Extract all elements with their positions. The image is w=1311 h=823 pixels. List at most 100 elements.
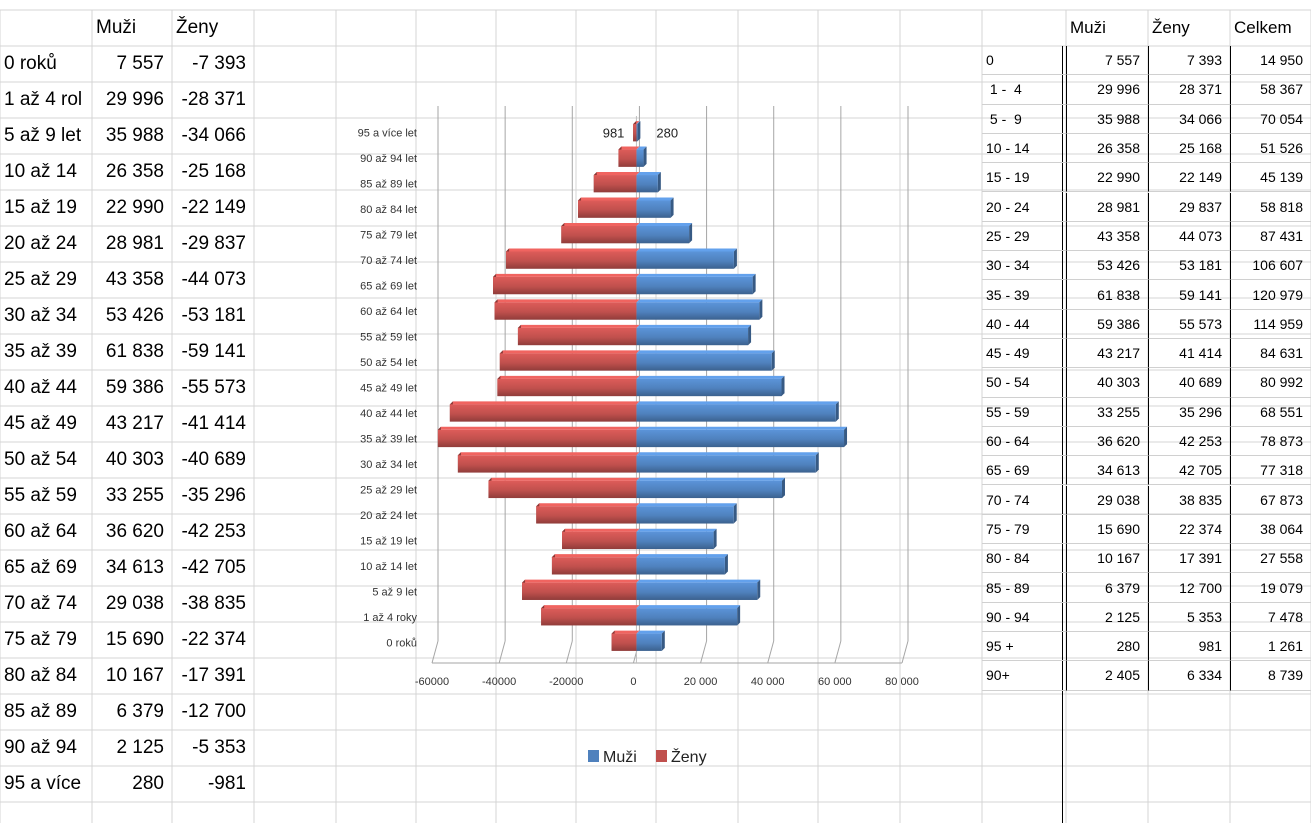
left-table-cell[interactable]: 34 613 bbox=[105, 557, 164, 578]
left-table-cell[interactable]: 70 až 74 bbox=[4, 593, 77, 614]
left-table-cell[interactable]: -35 296 bbox=[181, 485, 246, 506]
left-table-cell[interactable]: 10 167 bbox=[105, 665, 164, 686]
left-table-cell[interactable]: 55 až 59 bbox=[4, 485, 77, 506]
left-table-cell[interactable]: 20 až 24 bbox=[4, 233, 77, 254]
bar-muzi[interactable] bbox=[636, 299, 763, 320]
right-table-cell[interactable]: 70 054 bbox=[1230, 104, 1311, 134]
right-table-cell[interactable]: 5 353 bbox=[1148, 602, 1230, 632]
left-table-cell[interactable]: 22 990 bbox=[105, 197, 164, 218]
left-table-cell[interactable]: 29 996 bbox=[105, 89, 164, 110]
right-table-cell[interactable]: 20 - 24 bbox=[982, 193, 1066, 222]
right-table-cell[interactable]: 45 - 49 bbox=[982, 339, 1066, 369]
left-table-cell[interactable]: 28 981 bbox=[105, 233, 164, 254]
left-table-cell[interactable]: 36 620 bbox=[105, 521, 164, 542]
right-table-cell[interactable]: 1 - 4 bbox=[982, 75, 1066, 105]
bar-muzi[interactable] bbox=[636, 222, 693, 244]
bar-zeny[interactable] bbox=[562, 528, 640, 550]
left-table-cell[interactable]: 0 roků bbox=[4, 53, 57, 74]
right-table-cell[interactable]: 15 690 bbox=[1066, 514, 1148, 545]
left-table-cell[interactable]: -7 393 bbox=[192, 53, 246, 74]
left-table-cell[interactable]: -53 181 bbox=[181, 305, 246, 326]
right-table-cell[interactable]: 280 bbox=[1066, 632, 1148, 662]
left-table-cell[interactable]: 40 až 44 bbox=[4, 377, 77, 398]
right-header-cell[interactable]: Muži bbox=[1070, 18, 1106, 37]
right-table-cell[interactable]: 90 - 94 bbox=[982, 603, 1066, 632]
left-table-cell[interactable]: 15 až 19 bbox=[4, 197, 77, 218]
right-header-cell[interactable]: Celkem bbox=[1234, 18, 1292, 37]
bar-muzi[interactable] bbox=[636, 579, 761, 600]
bar-muzi[interactable] bbox=[636, 605, 741, 626]
left-table-cell[interactable]: -981 bbox=[207, 773, 246, 794]
left-header-cell[interactable]: Ženy bbox=[176, 17, 219, 38]
right-table-cell[interactable]: 42 705 bbox=[1148, 456, 1230, 486]
right-table-cell[interactable]: 77 318 bbox=[1230, 456, 1311, 486]
left-table-cell[interactable]: -22 374 bbox=[181, 629, 246, 650]
left-table-cell[interactable]: 26 358 bbox=[105, 161, 164, 182]
right-table-cell[interactable]: 90+ bbox=[982, 661, 1066, 691]
right-table-cell[interactable]: 26 358 bbox=[1066, 133, 1148, 164]
right-table-cell[interactable]: 10 167 bbox=[1066, 544, 1148, 574]
right-table-cell[interactable]: 65 - 69 bbox=[982, 456, 1066, 486]
right-table-cell[interactable]: 29 996 bbox=[1066, 75, 1148, 105]
right-table-cell[interactable]: 33 255 bbox=[1066, 397, 1148, 427]
right-table-cell[interactable]: 67 873 bbox=[1230, 485, 1311, 515]
bar-muzi[interactable] bbox=[636, 197, 674, 218]
right-table-cell[interactable]: 35 988 bbox=[1066, 104, 1148, 134]
left-table-cell[interactable]: 29 038 bbox=[105, 593, 164, 614]
right-table-cell[interactable]: 7 557 bbox=[1066, 46, 1148, 76]
right-table-cell[interactable]: 0 bbox=[982, 46, 1066, 76]
right-table-cell[interactable]: 43 358 bbox=[1066, 221, 1148, 252]
left-table-cell[interactable]: 95 a více bbox=[4, 773, 82, 794]
left-table-cell[interactable]: 75 až 79 bbox=[4, 629, 77, 650]
bar-zeny[interactable] bbox=[578, 197, 640, 218]
right-table-cell[interactable]: 41 414 bbox=[1148, 339, 1230, 369]
left-table-cell[interactable]: -28 371 bbox=[181, 89, 246, 110]
left-table-cell[interactable]: 45 až 49 bbox=[4, 413, 77, 434]
left-table-cell[interactable]: 60 až 64 bbox=[4, 521, 77, 542]
left-table-cell[interactable]: -55 573 bbox=[181, 377, 246, 398]
right-table-cell[interactable]: 40 - 44 bbox=[982, 310, 1066, 339]
bar-zeny[interactable] bbox=[593, 172, 640, 193]
right-table-cell[interactable]: 87 431 bbox=[1230, 221, 1311, 252]
left-table-cell[interactable]: -22 149 bbox=[181, 197, 246, 218]
right-table-cell[interactable]: 29 038 bbox=[1066, 485, 1148, 515]
right-table-cell[interactable]: 10 - 14 bbox=[982, 134, 1066, 164]
right-table-cell[interactable]: 5 - 9 bbox=[982, 105, 1066, 134]
right-table-cell[interactable]: 120 979 bbox=[1230, 280, 1311, 310]
right-table-cell[interactable]: 36 620 bbox=[1066, 426, 1148, 457]
right-table-cell[interactable]: 28 981 bbox=[1066, 192, 1148, 222]
left-table-cell[interactable]: 10 až 14 bbox=[4, 161, 77, 182]
right-table-cell[interactable]: 19 079 bbox=[1230, 573, 1311, 603]
right-table-cell[interactable]: 35 - 39 bbox=[982, 280, 1066, 310]
right-table-cell[interactable]: 28 371 bbox=[1148, 75, 1230, 105]
right-table-cell[interactable]: 30 - 34 bbox=[982, 251, 1066, 281]
left-table-cell[interactable]: 80 až 84 bbox=[4, 665, 77, 686]
right-table-cell[interactable]: 34 066 bbox=[1148, 104, 1230, 134]
right-table-cell[interactable]: 55 - 59 bbox=[982, 398, 1066, 427]
bar-muzi[interactable] bbox=[636, 401, 839, 422]
right-table-cell[interactable]: 29 837 bbox=[1148, 192, 1230, 222]
left-table-cell[interactable]: 2 125 bbox=[116, 737, 164, 758]
bar-muzi[interactable] bbox=[636, 172, 661, 193]
right-table-cell[interactable]: 60 - 64 bbox=[982, 427, 1066, 457]
right-table-cell[interactable]: 40 303 bbox=[1066, 368, 1148, 398]
right-table-cell[interactable]: 80 - 84 bbox=[982, 544, 1066, 574]
bar-zeny[interactable] bbox=[633, 121, 640, 142]
right-table-cell[interactable]: 12 700 bbox=[1148, 573, 1230, 603]
right-table-cell[interactable]: 1 261 bbox=[1230, 632, 1311, 662]
left-table-cell[interactable]: 50 až 54 bbox=[4, 449, 77, 470]
bar-zeny[interactable] bbox=[561, 222, 640, 244]
right-table-cell[interactable]: 15 - 19 bbox=[982, 163, 1066, 193]
right-table-cell[interactable]: 22 990 bbox=[1066, 163, 1148, 193]
left-table-cell[interactable]: 90 až 94 bbox=[4, 737, 77, 758]
right-table-cell[interactable]: 95 + bbox=[982, 632, 1066, 662]
left-table-cell[interactable]: 33 255 bbox=[105, 485, 164, 506]
right-table-cell[interactable]: 84 631 bbox=[1230, 339, 1311, 369]
right-table-cell[interactable]: 114 959 bbox=[1230, 309, 1311, 339]
right-table-cell[interactable]: 6 334 bbox=[1148, 661, 1230, 691]
left-table-cell[interactable]: -40 689 bbox=[181, 449, 246, 470]
right-table-cell[interactable]: 40 689 bbox=[1148, 368, 1230, 398]
right-table-cell[interactable]: 78 873 bbox=[1230, 426, 1311, 457]
right-table-cell[interactable]: 2 405 bbox=[1066, 661, 1148, 691]
left-table-cell[interactable]: 85 až 89 bbox=[4, 701, 77, 722]
